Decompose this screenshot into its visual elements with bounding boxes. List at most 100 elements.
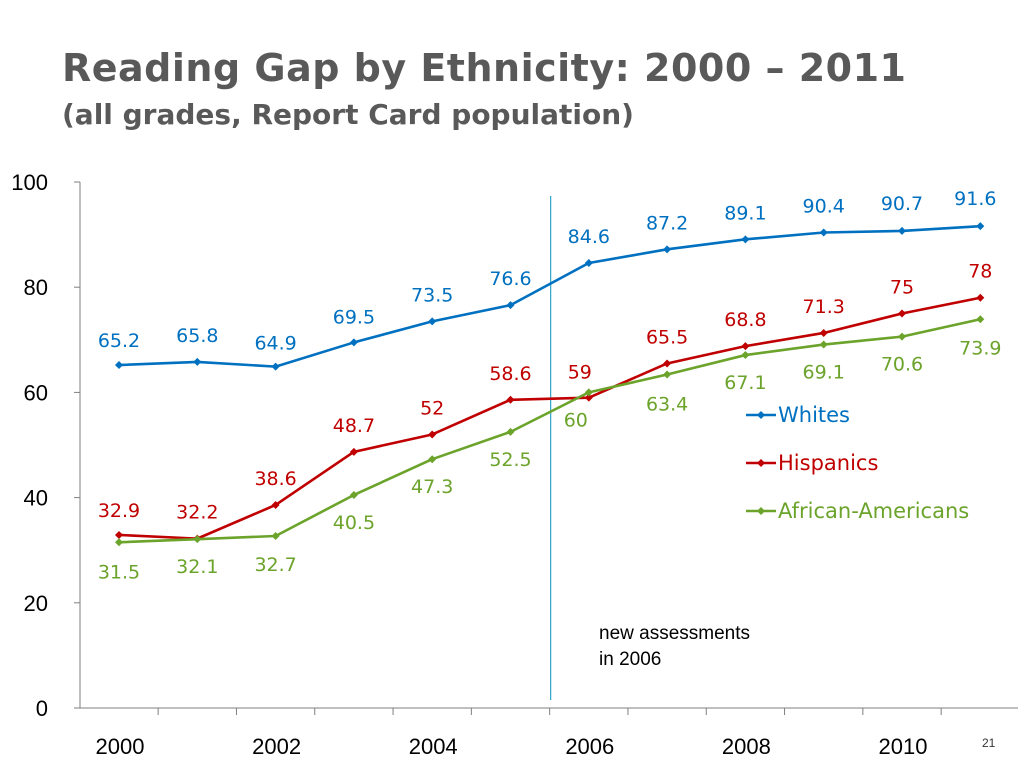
- data-label-whites: 84.6: [568, 226, 610, 248]
- data-labels: 65.2 65.8 64.9 69.5 73.5 76.6 84.6 87.2 89.1 90.4…: [98, 188, 1002, 583]
- data-label-whites: 65.2: [98, 330, 140, 352]
- data-label-african-americans: 52.5: [489, 449, 531, 471]
- data-point-hispanics: [428, 430, 437, 439]
- legend: Whites Hispanics African-Americans: [746, 403, 969, 523]
- series-lines: [115, 222, 985, 547]
- data-label-hispanics: 48.7: [333, 415, 375, 437]
- data-label-african-americans: 70.6: [881, 354, 923, 376]
- data-point-hispanics: [349, 447, 358, 456]
- data-point-african-americans: [428, 455, 437, 464]
- data-label-hispanics: 68.8: [724, 309, 766, 331]
- data-point-african-americans: [584, 388, 593, 397]
- slide-subtitle: (all grades, Report Card population): [62, 98, 634, 131]
- data-point-african-americans: [271, 531, 280, 540]
- legend-label-whites: Whites: [778, 403, 850, 427]
- data-point-whites: [506, 301, 515, 310]
- y-tick-label: 40: [24, 486, 48, 511]
- data-label-hispanics: 59: [568, 362, 592, 384]
- annotation-line-2: in 2006: [599, 649, 661, 670]
- data-point-whites: [898, 226, 906, 235]
- data-label-african-americans: 32.1: [176, 556, 218, 578]
- legend-swatch-marker-african-americans: [757, 507, 765, 515]
- data-point-african-americans: [819, 340, 828, 349]
- x-tick-label: 2010: [879, 734, 928, 759]
- data-label-hispanics: 75: [890, 277, 914, 299]
- data-label-whites: 87.2: [646, 212, 688, 234]
- data-point-hispanics: [271, 500, 280, 509]
- data-label-hispanics: 32.2: [176, 502, 218, 524]
- data-point-whites: [976, 222, 985, 231]
- data-label-whites: 89.1: [724, 202, 766, 224]
- annotation-line-1: new assessments: [599, 623, 750, 644]
- data-label-whites: 64.9: [254, 333, 296, 355]
- data-point-whites: [663, 245, 672, 254]
- data-label-african-americans: 67.1: [724, 372, 766, 394]
- legend-label-hispanics: Hispanics: [778, 451, 878, 475]
- y-tick-label: 100: [11, 170, 48, 195]
- data-label-hispanics: 71.3: [803, 296, 845, 318]
- data-label-hispanics: 65.5: [646, 326, 688, 348]
- data-label-african-americans: 63.4: [646, 394, 688, 416]
- data-label-african-americans: 60: [564, 409, 588, 431]
- data-point-whites: [349, 338, 358, 347]
- data-label-african-americans: 40.5: [333, 512, 375, 534]
- data-point-african-americans: [349, 490, 358, 499]
- data-label-hispanics: 32.9: [98, 500, 140, 522]
- data-label-whites: 90.7: [881, 193, 923, 215]
- x-tick-label: 2002: [252, 734, 301, 759]
- data-point-african-americans: [506, 427, 515, 436]
- data-point-african-americans: [115, 538, 123, 547]
- y-tick-label: 60: [24, 380, 48, 405]
- legend-swatch-marker-hispanics: [757, 459, 765, 467]
- data-label-whites: 76.6: [489, 268, 531, 290]
- data-point-whites: [115, 361, 123, 370]
- data-point-hispanics: [506, 395, 515, 404]
- series-line-hispanics: [118, 296, 981, 540]
- x-tick-label: 2004: [409, 734, 458, 759]
- data-point-hispanics: [976, 293, 985, 302]
- data-point-hispanics: [663, 359, 672, 368]
- data-point-african-americans: [741, 351, 750, 360]
- slide-number: 21: [982, 736, 996, 750]
- legend-label-african-americans: African-Americans: [778, 499, 969, 523]
- y-tick-label: 0: [36, 696, 48, 721]
- data-point-whites: [271, 362, 280, 371]
- series-line-african-americans: [118, 318, 981, 544]
- data-point-african-americans: [663, 370, 672, 379]
- series-line-whites: [118, 224, 981, 368]
- data-label-african-americans: 31.5: [98, 561, 140, 583]
- y-tick-label: 80: [24, 275, 48, 300]
- x-tick-label: 2006: [565, 734, 614, 759]
- data-point-african-americans: [193, 535, 202, 544]
- annotation: new assessments in 2006: [599, 623, 750, 670]
- data-label-african-americans: 73.9: [959, 337, 1001, 359]
- data-point-whites: [193, 357, 202, 366]
- data-label-hispanics: 52: [420, 397, 444, 419]
- data-point-whites: [428, 317, 437, 326]
- x-tick-label: 2000: [96, 734, 145, 759]
- data-point-hispanics: [819, 328, 828, 337]
- x-tick-label: 2008: [722, 734, 771, 759]
- data-point-whites: [741, 235, 750, 244]
- data-label-hispanics: 58.6: [489, 363, 531, 385]
- data-label-whites: 91.6: [954, 188, 996, 210]
- data-point-whites: [584, 259, 593, 268]
- data-point-hispanics: [898, 309, 906, 318]
- data-point-african-americans: [976, 315, 985, 324]
- data-point-hispanics: [741, 342, 750, 351]
- data-label-african-americans: 47.3: [411, 476, 453, 498]
- y-tick-label: 20: [24, 591, 48, 616]
- data-label-whites: 90.4: [803, 195, 845, 217]
- data-label-african-americans: 32.7: [254, 554, 296, 576]
- legend-swatch-marker-whites: [757, 411, 765, 419]
- data-label-whites: 69.5: [333, 306, 375, 328]
- data-label-hispanics: 78: [968, 261, 992, 283]
- data-label-hispanics: 38.6: [254, 468, 296, 490]
- data-point-whites: [819, 228, 828, 237]
- data-label-african-americans: 69.1: [803, 362, 845, 384]
- data-label-whites: 73.5: [411, 284, 453, 306]
- axes: 0 20 40 60 80 100 2000 2002 2004 2006 2008 2010: [11, 170, 1018, 759]
- data-point-hispanics: [584, 393, 593, 402]
- data-point-african-americans: [898, 332, 906, 341]
